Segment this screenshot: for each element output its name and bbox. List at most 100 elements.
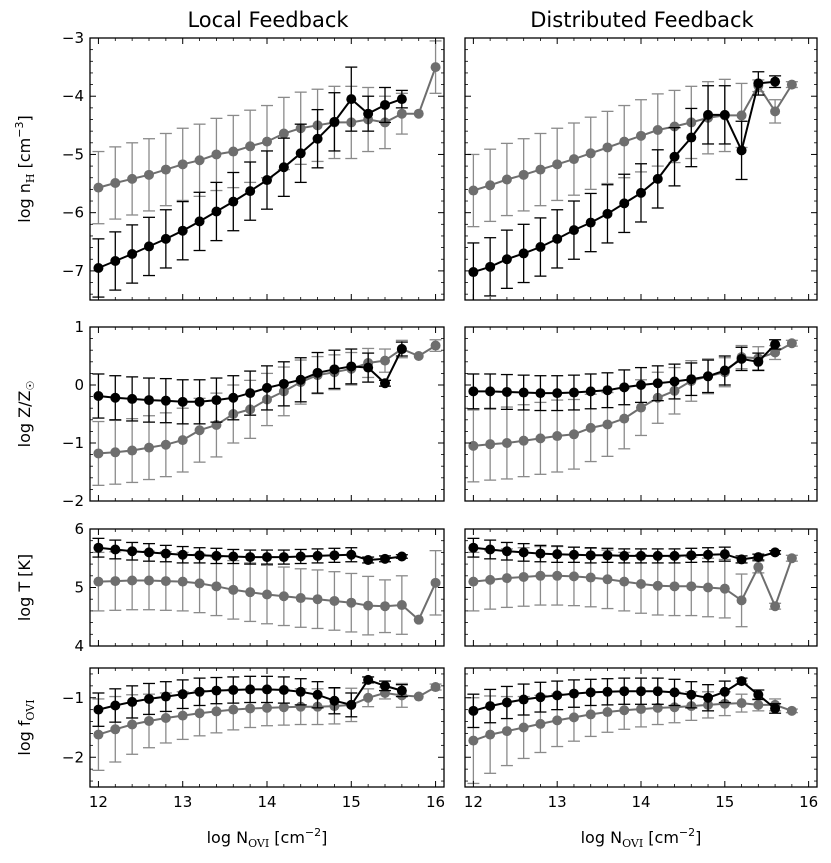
data-point [552,431,563,442]
data-point [485,439,496,450]
y-axis-label: log nH [cm−3] [13,115,37,222]
data-point [194,396,205,407]
x-tick-label: 16 [426,793,445,811]
y-axis-label-main: log Z/Z [15,391,34,448]
data-point [602,419,613,430]
y-tick-label: −4 [62,87,84,105]
data-point [430,577,441,588]
data-point [719,686,730,697]
series-black [92,66,408,298]
series-line-gray [473,702,793,742]
data-point [585,148,596,159]
y-tick-label: −1 [62,434,84,452]
data-point [278,162,289,173]
data-point [753,356,764,367]
y-axis-label-main: log T [K] [15,554,34,621]
data-point [770,347,781,358]
data-point [518,571,529,582]
data-point [552,388,563,399]
data-point [770,703,781,714]
plot-area [467,537,798,628]
data-point [501,386,512,397]
data-point [736,698,747,709]
y-tick-label: 5 [74,579,84,597]
y-axis-label: log fOVI [15,699,37,755]
x-tick-label: 14 [257,793,276,811]
data-point [468,267,479,278]
series-black [467,676,782,729]
data-point [93,262,104,273]
data-point [430,62,441,73]
data-point [568,154,579,165]
x-axis-label-unit-close: ] [695,828,701,847]
data-point [160,233,171,244]
data-point [636,550,646,561]
y-tick-label: −1 [62,689,84,707]
data-point [501,546,512,557]
data-point [535,388,546,399]
data-point [719,698,730,709]
y-tick-label: −3 [62,29,84,47]
data-point [636,380,646,390]
x-tick-label: 15 [342,793,361,811]
data-point [602,707,613,718]
data-point [110,724,121,735]
data-point [396,108,407,119]
data-point [602,686,613,697]
data-point [93,542,104,553]
x-axis-label-main: log N [207,828,248,847]
y-axis-label: log Z/Z☉ [15,381,37,448]
data-point [160,712,171,723]
data-point [110,177,121,188]
data-point [380,355,390,366]
data-point [194,550,205,561]
data-point [518,547,529,558]
data-point [211,581,222,592]
data-point [194,708,205,719]
data-point [568,549,579,560]
y-tick-label: 0 [74,376,84,394]
data-point [194,578,205,589]
data-point [144,715,154,726]
data-point [346,597,357,608]
data-point [363,108,374,119]
data-point [602,550,613,561]
data-point [363,692,374,703]
data-point [127,393,138,404]
data-point [786,705,797,716]
data-point [736,554,747,565]
data-point [295,701,306,712]
series-black [467,339,782,412]
data-point [552,570,563,581]
data-point [262,175,272,186]
data-point [177,576,188,587]
data-point [753,552,764,563]
data-point [652,702,663,713]
data-point [346,549,357,560]
data-point [501,174,512,185]
data-point [786,338,797,349]
data-point [413,614,424,625]
y-axis-label-main: log f [15,720,34,755]
data-point [194,155,205,166]
data-point [363,600,374,611]
data-point [770,339,781,350]
data-point [127,173,138,184]
data-point [535,570,546,581]
data-point [468,440,479,451]
data-point [485,729,496,740]
data-point [753,78,764,89]
data-point [736,145,747,156]
data-point [127,249,138,260]
panel-T-distributed [464,528,818,647]
data-point [619,705,630,716]
y-axis-label-superscript: −3 [13,122,26,138]
data-point [295,686,306,697]
data-point [278,702,289,713]
panel-nH-distributed [464,37,818,301]
x-axis-label-superscript: −2 [679,826,695,839]
panel-Z-distributed [464,326,818,502]
data-point [177,225,188,236]
data-point [228,196,239,207]
